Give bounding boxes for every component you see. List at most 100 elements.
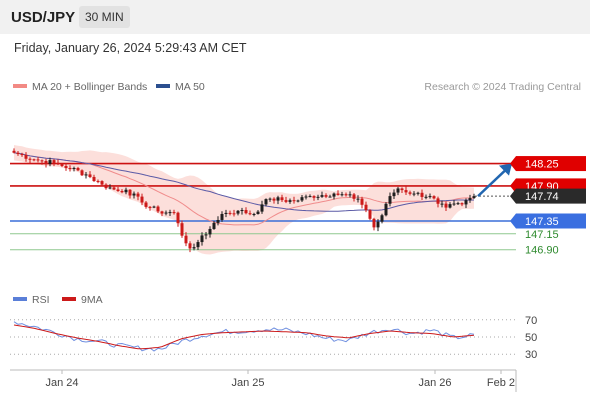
candle-body bbox=[340, 194, 344, 196]
candle-body bbox=[132, 193, 136, 196]
candle-body bbox=[284, 200, 288, 202]
candle-body bbox=[216, 219, 220, 223]
candle-body bbox=[260, 204, 264, 212]
candle-body bbox=[464, 200, 468, 205]
candle-body bbox=[160, 211, 164, 214]
candle bbox=[68, 165, 72, 172]
candle bbox=[36, 156, 40, 163]
candle-body bbox=[44, 160, 48, 165]
candle-body bbox=[152, 206, 156, 208]
candle bbox=[116, 186, 120, 192]
candle bbox=[32, 158, 36, 162]
candle-body bbox=[436, 198, 440, 204]
candle-body bbox=[412, 193, 416, 195]
resistance-tag-label: 148.25 bbox=[525, 159, 559, 171]
candle-body bbox=[204, 234, 208, 236]
candle-body bbox=[184, 235, 188, 244]
candle bbox=[356, 195, 360, 203]
candle-body bbox=[408, 192, 412, 194]
candle bbox=[408, 190, 412, 196]
rsi-legend-swatch bbox=[13, 297, 27, 301]
candle-body bbox=[120, 191, 124, 193]
candle-body bbox=[220, 213, 224, 220]
candle bbox=[440, 200, 444, 208]
candle-body bbox=[400, 188, 404, 191]
candle bbox=[176, 211, 180, 227]
candle bbox=[144, 201, 148, 209]
copyright-text: Research © 2024 Trading Central bbox=[424, 81, 581, 93]
timeframe-button[interactable]: 30 MIN bbox=[79, 6, 130, 28]
support-tag bbox=[516, 213, 586, 229]
candle-body bbox=[404, 190, 408, 193]
candle-body bbox=[364, 204, 368, 211]
candle bbox=[420, 189, 424, 200]
candle bbox=[44, 158, 48, 168]
candle bbox=[96, 179, 100, 184]
candle-body bbox=[48, 160, 52, 165]
support-tag-label: 147.35 bbox=[525, 216, 559, 228]
rsi-tick-label: 50 bbox=[525, 332, 537, 344]
candle bbox=[388, 192, 392, 207]
candle bbox=[180, 220, 184, 238]
rsi-ma-legend-label: 9MA bbox=[81, 294, 103, 306]
candle-body bbox=[316, 196, 320, 198]
rsi-ma-legend-swatch bbox=[62, 297, 76, 301]
candle bbox=[368, 209, 372, 221]
candle-body bbox=[368, 210, 372, 219]
candle bbox=[264, 198, 268, 207]
candle-body bbox=[56, 162, 60, 164]
candle-body bbox=[176, 212, 180, 224]
candle-body bbox=[252, 213, 256, 215]
candle bbox=[332, 192, 336, 200]
candle bbox=[456, 201, 460, 205]
candle bbox=[168, 209, 172, 217]
timestamp: Friday, January 26, 2024 5:29:43 AM CET bbox=[14, 41, 247, 55]
candle bbox=[212, 220, 216, 230]
candle-body bbox=[96, 181, 100, 183]
candle bbox=[240, 207, 244, 215]
candle-body bbox=[200, 235, 204, 243]
candle bbox=[268, 197, 272, 202]
candle-body bbox=[72, 168, 76, 170]
candle-body bbox=[232, 213, 236, 215]
last-price-tag-label: 147.74 bbox=[525, 191, 559, 203]
candle bbox=[460, 202, 464, 207]
candle bbox=[300, 194, 304, 202]
candle-body bbox=[264, 199, 268, 205]
candle bbox=[400, 187, 404, 193]
candle bbox=[200, 232, 204, 246]
candle bbox=[160, 210, 164, 217]
candle bbox=[140, 193, 144, 206]
candle bbox=[60, 162, 64, 168]
candle-body bbox=[180, 223, 184, 236]
x-axis: Jan 24 Jan 25 Jan 26 Feb 2 bbox=[45, 370, 515, 389]
forecast-arrow-shaft bbox=[477, 169, 506, 198]
candle-body bbox=[388, 196, 392, 204]
candle bbox=[88, 171, 92, 179]
bollinger-band bbox=[14, 145, 474, 255]
candle-body bbox=[32, 159, 36, 161]
candle-body bbox=[224, 212, 228, 214]
candle-body bbox=[468, 198, 472, 201]
candle-body bbox=[116, 189, 120, 192]
candle-body bbox=[392, 192, 396, 197]
candle bbox=[472, 193, 476, 199]
resistance-tag-pointer bbox=[510, 178, 516, 194]
candle-body bbox=[28, 158, 32, 160]
x-axis-tick-label: Feb 2 bbox=[487, 377, 515, 389]
candle bbox=[344, 192, 348, 197]
resistance-tag-pointer bbox=[510, 156, 516, 172]
candle-body bbox=[244, 210, 248, 214]
candle-body bbox=[108, 187, 112, 189]
candle bbox=[92, 174, 96, 182]
candle-body bbox=[440, 203, 444, 205]
candle bbox=[232, 209, 236, 217]
candle-body bbox=[240, 210, 244, 212]
candle bbox=[448, 202, 452, 209]
candle-body bbox=[196, 242, 200, 248]
candle bbox=[416, 191, 420, 196]
candle bbox=[228, 210, 232, 216]
candle bbox=[336, 190, 340, 196]
candle bbox=[364, 201, 368, 213]
candle-body bbox=[80, 170, 84, 176]
